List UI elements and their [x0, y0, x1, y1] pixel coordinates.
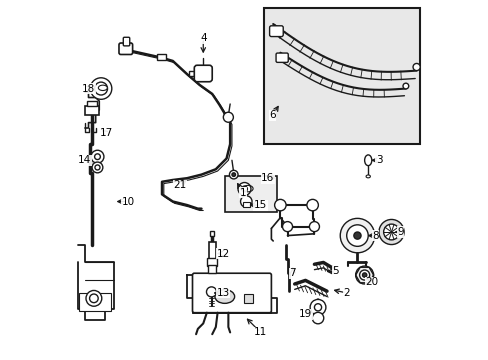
Ellipse shape: [98, 85, 107, 90]
Circle shape: [223, 112, 233, 122]
FancyBboxPatch shape: [192, 273, 271, 313]
Circle shape: [240, 196, 251, 207]
Text: 2: 2: [343, 288, 349, 298]
Circle shape: [89, 294, 98, 303]
Circle shape: [402, 83, 408, 89]
Text: 3: 3: [375, 155, 382, 165]
Text: 8: 8: [371, 231, 378, 240]
Bar: [86, 101, 97, 107]
Bar: [207, 265, 215, 273]
Circle shape: [94, 82, 107, 95]
Text: 6: 6: [268, 111, 275, 121]
Bar: [264, 8, 419, 144]
Circle shape: [241, 186, 247, 192]
Circle shape: [309, 300, 325, 315]
Circle shape: [383, 224, 399, 240]
FancyBboxPatch shape: [194, 65, 212, 82]
Text: 16: 16: [261, 173, 274, 183]
Circle shape: [314, 304, 321, 311]
Bar: [242, 202, 249, 207]
FancyBboxPatch shape: [123, 37, 129, 46]
Circle shape: [346, 225, 367, 246]
Circle shape: [312, 312, 323, 324]
Bar: [224, 176, 276, 212]
Circle shape: [282, 222, 292, 231]
Bar: [188, 71, 198, 76]
Text: 7: 7: [289, 268, 296, 278]
Bar: [244, 294, 253, 303]
Text: 10: 10: [121, 197, 134, 207]
Circle shape: [95, 165, 100, 170]
FancyBboxPatch shape: [119, 43, 132, 54]
Circle shape: [359, 270, 369, 280]
Circle shape: [355, 266, 373, 284]
Text: 4: 4: [200, 33, 206, 43]
Text: 1: 1: [239, 188, 245, 198]
FancyBboxPatch shape: [276, 53, 287, 62]
Circle shape: [353, 232, 360, 239]
Circle shape: [86, 291, 102, 306]
Text: 20: 20: [365, 277, 378, 287]
Text: 13: 13: [216, 288, 229, 298]
Ellipse shape: [214, 290, 234, 303]
Circle shape: [231, 173, 235, 176]
Circle shape: [90, 78, 112, 99]
Text: 12: 12: [216, 248, 229, 258]
Text: 9: 9: [396, 227, 403, 237]
Circle shape: [412, 63, 419, 71]
Ellipse shape: [364, 155, 371, 166]
Bar: [156, 54, 165, 59]
Ellipse shape: [366, 175, 369, 178]
Circle shape: [274, 199, 285, 211]
Bar: [208, 242, 215, 259]
Bar: [210, 231, 214, 236]
Circle shape: [306, 199, 318, 211]
Circle shape: [91, 150, 104, 163]
Text: 15: 15: [253, 200, 267, 210]
Circle shape: [340, 219, 374, 253]
Circle shape: [238, 183, 250, 195]
Bar: [206, 258, 217, 266]
Bar: [192, 275, 271, 313]
Text: 19: 19: [298, 310, 311, 319]
FancyBboxPatch shape: [269, 26, 283, 37]
Text: 5: 5: [332, 266, 339, 276]
Circle shape: [92, 162, 102, 173]
Text: 14: 14: [78, 155, 91, 165]
Bar: [79, 293, 111, 311]
Circle shape: [378, 220, 403, 244]
Text: 21: 21: [173, 180, 186, 190]
Text: 18: 18: [81, 84, 95, 94]
Circle shape: [229, 170, 238, 179]
Text: 17: 17: [100, 129, 113, 138]
Circle shape: [206, 287, 216, 297]
Circle shape: [362, 273, 366, 277]
Circle shape: [94, 154, 100, 159]
Circle shape: [309, 222, 319, 231]
Text: 11: 11: [253, 327, 267, 337]
Bar: [85, 107, 99, 116]
